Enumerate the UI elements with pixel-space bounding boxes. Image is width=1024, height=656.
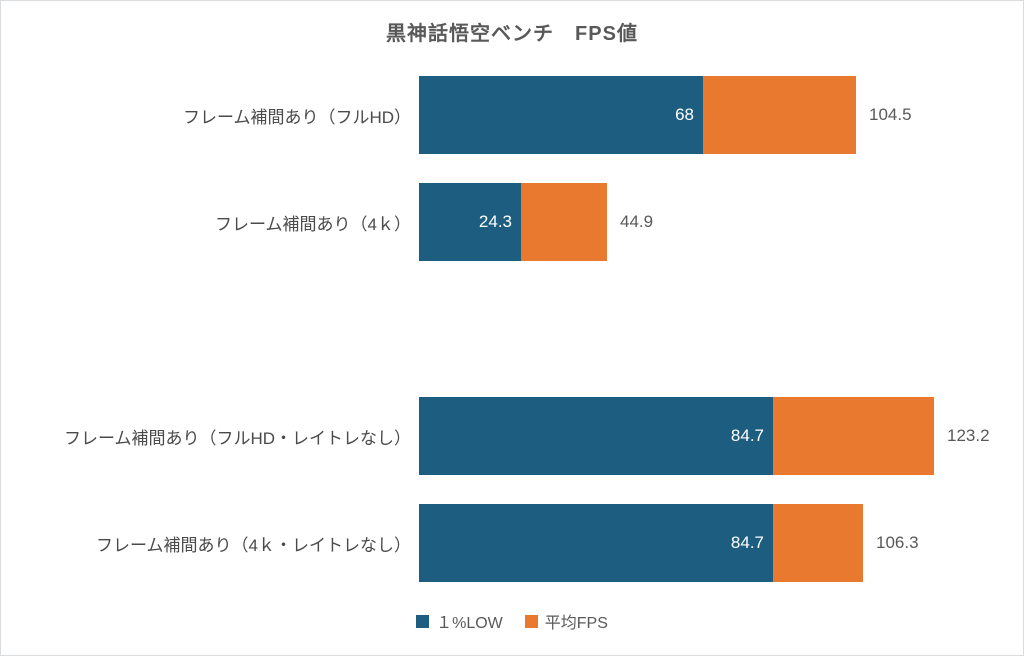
- low-value-label: 84.7: [730, 533, 764, 552]
- avg-value-label: 104.5: [869, 105, 912, 124]
- bar-segment-avg: [521, 183, 607, 261]
- chart-row: フレーム補間あり（4ｋ） 24.3 44.9: [1, 183, 1023, 261]
- chart-title: 黒神話悟空ベンチ FPS値: [386, 23, 638, 45]
- bar-segment-avg: [773, 504, 863, 582]
- low-value-label: 24.3: [478, 212, 512, 231]
- avg-value-label: 44.9: [620, 212, 654, 231]
- low-value-label: 84.7: [730, 426, 764, 445]
- bar-segment-low: 84.7: [419, 397, 773, 475]
- bar: 84.7 123.2: [419, 397, 990, 475]
- legend-label-low: １%LOW: [436, 615, 503, 632]
- legend-label-avg: 平均FPS: [544, 615, 608, 632]
- category-label: フレーム補間あり（4ｋ）: [215, 214, 411, 234]
- legend-swatch-avg-icon: [524, 614, 538, 628]
- bar-segment-low: 68: [419, 76, 703, 154]
- chart-row: [1, 290, 1023, 368]
- legend-item-avg: 平均FPS: [524, 609, 608, 633]
- chart-row: フレーム補間あり（4ｋ・レイトレなし） 84.7 106.3: [1, 504, 1023, 582]
- chart-row: フレーム補間あり（フルHD） 68 104.5: [1, 76, 1023, 154]
- bar-segment-avg: [773, 397, 934, 475]
- legend-item-low: １%LOW: [416, 609, 503, 633]
- bar-segment-avg: [703, 76, 856, 154]
- bar: 68 104.5: [419, 76, 912, 154]
- avg-value-label: 123.2: [947, 426, 990, 445]
- bar-segment-low: 24.3: [419, 183, 521, 261]
- bar-segment-low: 84.7: [419, 504, 773, 582]
- legend: １%LOW 平均FPS: [1, 605, 1023, 637]
- category-label: フレーム補間あり（4ｋ・レイトレなし）: [96, 535, 411, 555]
- category-label: フレーム補間あり（フルHD）: [182, 107, 411, 127]
- category-label: フレーム補間あり（フルHD・レイトレなし）: [63, 428, 411, 448]
- legend-swatch-low-icon: [416, 614, 430, 628]
- category-label: [1, 290, 411, 368]
- bar: 84.7 106.3: [419, 504, 919, 582]
- avg-value-label: 106.3: [876, 533, 919, 552]
- bar: 24.3 44.9: [419, 183, 653, 261]
- low-value-label: 68: [675, 105, 694, 124]
- chart-row: フレーム補間あり（フルHD・レイトレなし） 84.7 123.2: [1, 397, 1023, 475]
